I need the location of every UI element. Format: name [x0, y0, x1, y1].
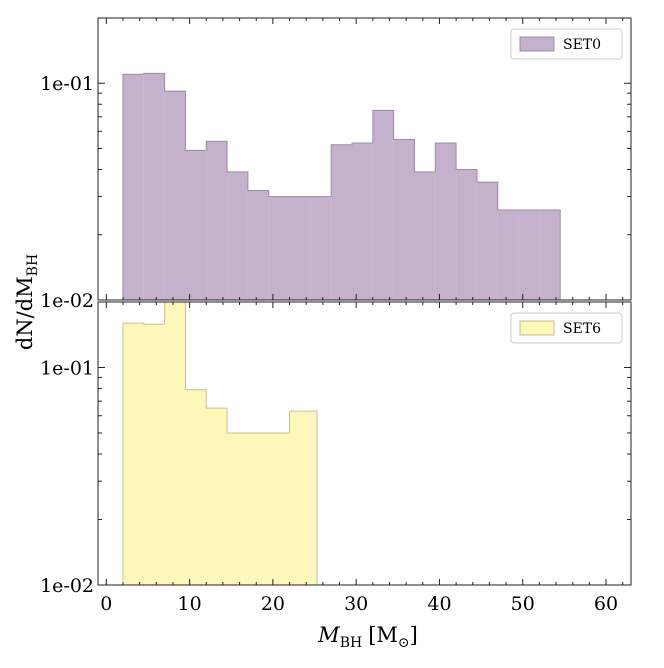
histogram-bar — [185, 389, 207, 585]
panel-frame — [97, 17, 632, 301]
legend: SET6 — [510, 312, 623, 344]
histogram-bar — [497, 210, 519, 300]
histogram-bar — [435, 143, 457, 300]
histogram-bar — [476, 182, 498, 300]
histogram-bar — [289, 411, 311, 585]
legend-swatch — [519, 36, 555, 52]
histogram-bar — [164, 302, 186, 585]
histogram-bar — [227, 432, 248, 585]
histogram-bar — [352, 143, 373, 300]
histogram-bar — [289, 196, 311, 300]
x-axis-title-unit-close: ] — [410, 623, 418, 647]
histogram-outline — [122, 72, 561, 300]
panel-set6: 1e-01 1e-02 SET6 — [40, 301, 632, 597]
x-tick-label: 50 — [511, 593, 535, 615]
histogram-bar — [414, 171, 436, 300]
x-axis: 0 10 20 30 40 50 60 — [100, 593, 618, 615]
y-tick-label: 1e-02 — [40, 575, 94, 597]
histogram-bar — [143, 324, 165, 585]
x-tick-label: 30 — [344, 593, 368, 615]
histogram-bar — [310, 411, 318, 585]
x-axis-title-main: M — [317, 623, 340, 647]
x-axis-title-unit-open: [M — [368, 623, 398, 647]
x-tick-label: 20 — [261, 593, 285, 615]
x-tick-label: 10 — [178, 593, 202, 615]
histogram-bar — [372, 110, 394, 301]
legend-label: SET6 — [563, 321, 601, 337]
histogram-bar — [268, 196, 290, 300]
histogram-bar — [185, 150, 207, 300]
y-axis-title-main: dN/dM — [13, 276, 37, 350]
histogram-bar — [206, 408, 228, 585]
x-axis-title: MBH [M⊙] — [317, 623, 418, 651]
x-tick-label: 0 — [100, 593, 112, 615]
legend-label: SET0 — [563, 37, 601, 53]
legend: SET0 — [510, 28, 623, 60]
y-tick-label: 1e-01 — [40, 73, 94, 95]
histogram-bar — [227, 171, 248, 300]
x-axis-title-unit-sub: ⊙ — [398, 635, 410, 651]
histogram-bar — [456, 169, 477, 300]
histogram-bar — [268, 432, 290, 585]
histogram-bar — [206, 141, 228, 300]
histogram-bar — [331, 144, 353, 300]
x-tick-label: 60 — [594, 593, 618, 615]
histogram-bar — [122, 323, 144, 585]
histogram-bar — [539, 210, 561, 300]
y-axis-title: dN/dMBH — [13, 254, 41, 350]
y-tick-label: 1e-01 — [40, 357, 94, 379]
histogram-bar — [164, 91, 186, 301]
legend-swatch — [519, 320, 555, 336]
histogram-bar — [122, 74, 144, 300]
y-axis-title-sub: BH — [25, 254, 41, 277]
histogram-bar — [518, 210, 540, 300]
histogram-outline — [122, 301, 318, 585]
panel-frame — [97, 301, 632, 586]
histogram-bar — [247, 432, 269, 585]
panel-set0: 1e-01 1e-02 SET0 — [40, 17, 632, 312]
y-tick-label: 1e-02 — [40, 290, 94, 312]
x-axis-title-sub: BH — [340, 635, 363, 651]
histogram-bar — [393, 139, 415, 300]
histogram-bar — [247, 190, 269, 300]
histogram-bar — [310, 196, 332, 300]
histogram-bar — [143, 73, 165, 301]
x-tick-label: 40 — [427, 593, 451, 615]
